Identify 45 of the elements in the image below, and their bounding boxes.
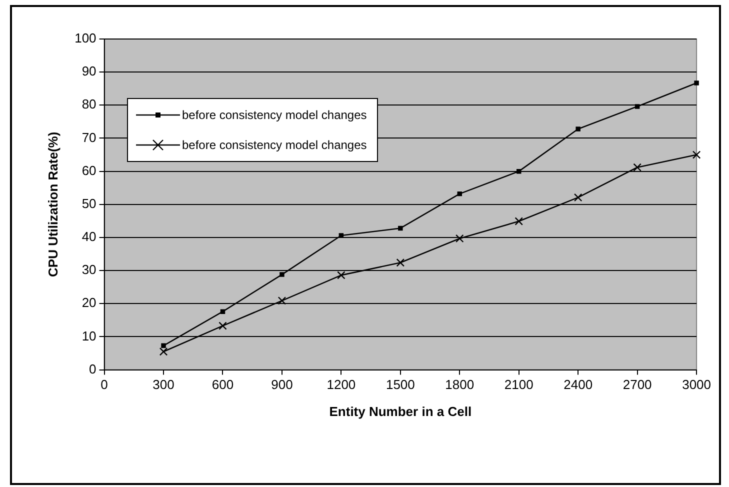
x-tick-label: 2400 [564, 377, 593, 392]
y-tick-label: 0 [89, 361, 96, 376]
x-axis-title: Entity Number in a Cell [329, 404, 472, 419]
point [457, 191, 462, 196]
point [574, 193, 582, 202]
y-axis-title: CPU Utilization Rate(%) [45, 132, 60, 277]
x-tick-label: 0 [100, 377, 108, 392]
x-tick-label: 2100 [504, 377, 534, 392]
point [456, 234, 464, 243]
point [278, 296, 286, 305]
y-tick-label: 40 [82, 229, 96, 244]
x-tick-label: 1800 [445, 377, 474, 392]
point [218, 322, 227, 330]
point [634, 104, 640, 109]
y-tick-label: 100 [74, 30, 96, 46]
x-tick-label: 2700 [622, 377, 652, 392]
point [633, 163, 642, 172]
y-tick-label: 50 [82, 196, 96, 211]
legend-label: before consistency model changes [182, 138, 367, 152]
x-tick-label: 900 [271, 377, 293, 392]
point [514, 217, 523, 226]
point [159, 347, 168, 356]
y-tick-label: 30 [82, 262, 96, 278]
y-tick-label: 60 [82, 162, 96, 178]
point [516, 168, 522, 174]
point [396, 258, 405, 267]
y-tick-label: 10 [82, 328, 96, 344]
x-tick-label: 600 [212, 377, 234, 392]
x-tick-label: 300 [152, 377, 174, 392]
point [692, 150, 701, 159]
point [220, 309, 226, 314]
point [694, 80, 699, 86]
point [337, 271, 346, 280]
x-tick-label: 1200 [326, 377, 356, 392]
point [161, 343, 166, 348]
y-tick-label: 90 [82, 64, 96, 79]
point [280, 272, 284, 277]
point [576, 126, 580, 132]
legend-label: before consistency model changes [182, 108, 367, 122]
y-tick-label: 20 [82, 295, 96, 310]
point [398, 226, 403, 231]
y-tick-label: 80 [82, 96, 96, 112]
y-tick-label: 70 [82, 130, 96, 145]
x-tick-label: 1500 [386, 377, 415, 392]
x-tick-label: 3000 [682, 377, 711, 392]
